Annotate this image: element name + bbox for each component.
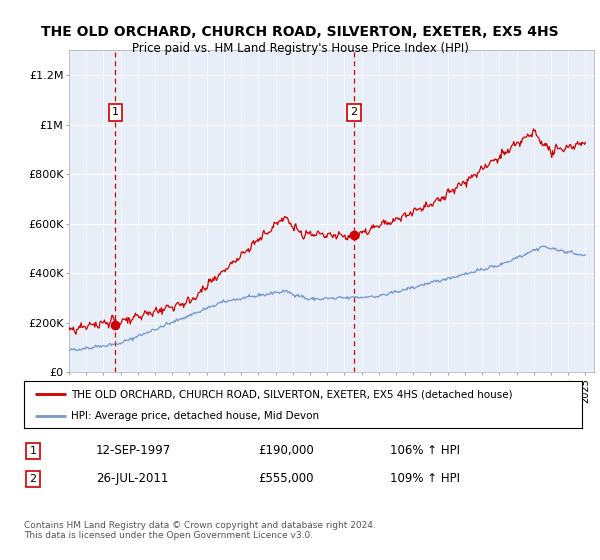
Text: £190,000: £190,000 (258, 444, 314, 458)
Text: £555,000: £555,000 (258, 472, 314, 486)
Text: THE OLD ORCHARD, CHURCH ROAD, SILVERTON, EXETER, EX5 4HS (detached house): THE OLD ORCHARD, CHURCH ROAD, SILVERTON,… (71, 389, 513, 399)
Text: 109% ↑ HPI: 109% ↑ HPI (390, 472, 460, 486)
Text: THE OLD ORCHARD, CHURCH ROAD, SILVERTON, EXETER, EX5 4HS: THE OLD ORCHARD, CHURCH ROAD, SILVERTON,… (41, 25, 559, 39)
Text: 26-JUL-2011: 26-JUL-2011 (96, 472, 169, 486)
Text: 2: 2 (350, 108, 358, 118)
Text: Contains HM Land Registry data © Crown copyright and database right 2024.
This d: Contains HM Land Registry data © Crown c… (24, 521, 376, 540)
Text: 1: 1 (112, 108, 119, 118)
Text: 2: 2 (29, 474, 37, 484)
Text: HPI: Average price, detached house, Mid Devon: HPI: Average price, detached house, Mid … (71, 410, 320, 421)
Text: Price paid vs. HM Land Registry's House Price Index (HPI): Price paid vs. HM Land Registry's House … (131, 42, 469, 55)
Text: 1: 1 (29, 446, 37, 456)
Text: 106% ↑ HPI: 106% ↑ HPI (390, 444, 460, 458)
Text: 12-SEP-1997: 12-SEP-1997 (96, 444, 171, 458)
